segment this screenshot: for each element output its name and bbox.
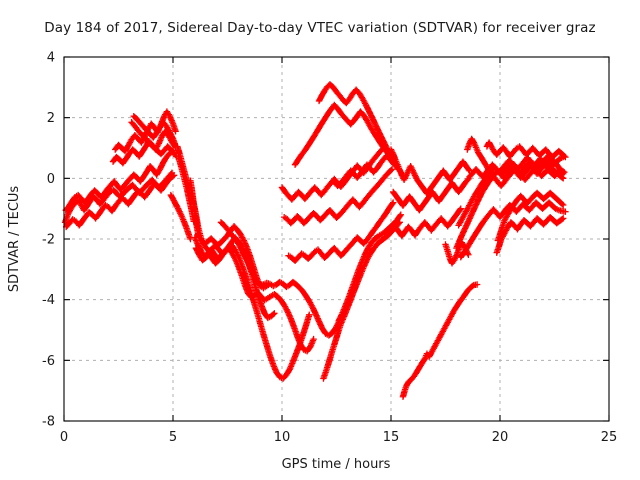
x-tick-label: 5 <box>169 430 177 445</box>
gridlines <box>65 58 608 420</box>
y-tick-label: -6 <box>42 354 55 369</box>
x-tick-label: 0 <box>60 430 68 445</box>
y-tick-label: -2 <box>42 233 55 248</box>
y-axis-label: SDTVAR / TECUs <box>7 186 22 293</box>
y-tick-label: -8 <box>42 415 55 430</box>
y-tick-label: 2 <box>47 111 55 126</box>
x-tick-label: 20 <box>492 430 509 445</box>
chart-title: Day 184 of 2017, Sidereal Day-to-day VTE… <box>44 20 596 36</box>
y-tick-label: 0 <box>47 172 55 187</box>
scatter-markers <box>61 81 569 400</box>
x-tick-label: 15 <box>383 430 400 445</box>
tick-labels: 420-2-4-6-80 5 10 15 20 25 <box>42 51 617 446</box>
tick-marks <box>63 56 610 422</box>
y-tick-label: 4 <box>47 51 55 66</box>
x-tick-label: 25 <box>601 430 618 445</box>
x-tick-label: 10 <box>274 430 291 445</box>
data-points-layer <box>61 81 569 400</box>
y-tick-label: -4 <box>42 293 55 308</box>
x-axis-label: GPS time / hours <box>282 457 391 472</box>
